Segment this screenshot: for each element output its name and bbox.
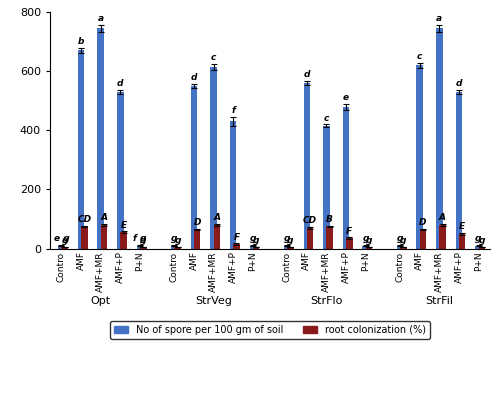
Bar: [304, 83, 310, 249]
Bar: [459, 234, 466, 249]
Text: g: g: [171, 234, 177, 243]
Bar: [117, 92, 123, 249]
Text: E: E: [459, 222, 466, 231]
Bar: [214, 225, 220, 249]
Text: CD: CD: [78, 215, 92, 224]
Bar: [400, 247, 406, 249]
Bar: [233, 244, 239, 249]
Bar: [136, 246, 143, 249]
Text: f: f: [232, 106, 235, 115]
Text: d: d: [456, 79, 462, 88]
Text: g: g: [140, 236, 146, 245]
Bar: [326, 227, 333, 249]
Text: g: g: [62, 236, 68, 245]
Bar: [58, 246, 64, 249]
Text: StrFlo: StrFlo: [310, 296, 342, 306]
Bar: [346, 238, 352, 249]
Text: CD: CD: [303, 216, 317, 225]
Text: StrVeg: StrVeg: [195, 296, 232, 306]
Bar: [343, 107, 349, 249]
Text: c: c: [417, 52, 422, 61]
Text: g: g: [284, 234, 290, 243]
Bar: [140, 247, 146, 249]
Text: g: g: [174, 236, 181, 245]
Text: A: A: [100, 213, 107, 222]
Bar: [416, 65, 423, 249]
Bar: [81, 227, 87, 249]
Text: a: a: [98, 14, 104, 23]
Bar: [440, 225, 446, 249]
Bar: [210, 67, 217, 249]
Text: g: g: [287, 236, 294, 245]
Text: D: D: [419, 218, 426, 227]
Text: g: g: [250, 234, 256, 243]
Text: F: F: [234, 233, 239, 241]
Text: c: c: [324, 113, 329, 123]
Text: StrFil: StrFil: [426, 296, 454, 306]
Bar: [194, 229, 200, 249]
Text: g: g: [397, 234, 404, 243]
Bar: [98, 28, 104, 249]
Text: d: d: [190, 73, 197, 82]
Bar: [120, 232, 127, 249]
Bar: [100, 225, 107, 249]
Text: g: g: [476, 234, 482, 243]
Bar: [476, 246, 482, 249]
Text: E: E: [120, 221, 126, 230]
Bar: [397, 246, 404, 249]
Bar: [307, 228, 314, 249]
Text: g: g: [362, 234, 369, 243]
Text: Opt: Opt: [90, 296, 111, 306]
Bar: [287, 247, 294, 249]
Text: a: a: [436, 14, 442, 23]
Bar: [366, 247, 372, 249]
Text: b: b: [78, 37, 84, 46]
Text: d: d: [117, 79, 123, 88]
Text: A: A: [439, 213, 446, 222]
Bar: [171, 246, 177, 249]
Text: d: d: [304, 70, 310, 79]
Bar: [436, 28, 442, 249]
Bar: [284, 246, 290, 249]
Text: e: e: [343, 93, 349, 102]
Text: g: g: [253, 236, 260, 245]
Bar: [362, 246, 369, 249]
Text: F: F: [346, 227, 352, 236]
Legend: No of spore per 100 gm of soil, root colonization (%): No of spore per 100 gm of soil, root col…: [110, 321, 430, 338]
Bar: [78, 51, 84, 249]
Bar: [478, 247, 485, 249]
Bar: [253, 247, 260, 249]
Text: D: D: [194, 218, 201, 227]
Text: c: c: [211, 53, 216, 62]
Text: g: g: [478, 236, 485, 245]
Text: g: g: [366, 236, 372, 245]
Bar: [456, 92, 462, 249]
Bar: [174, 247, 181, 249]
Text: B: B: [326, 215, 333, 224]
Text: e g: e g: [54, 234, 70, 243]
Bar: [323, 126, 330, 249]
Text: A: A: [214, 213, 220, 222]
Bar: [230, 122, 236, 249]
Bar: [250, 246, 256, 249]
Text: f g: f g: [133, 234, 146, 243]
Bar: [62, 247, 68, 249]
Text: g: g: [400, 236, 406, 245]
Bar: [190, 86, 197, 249]
Bar: [420, 229, 426, 249]
